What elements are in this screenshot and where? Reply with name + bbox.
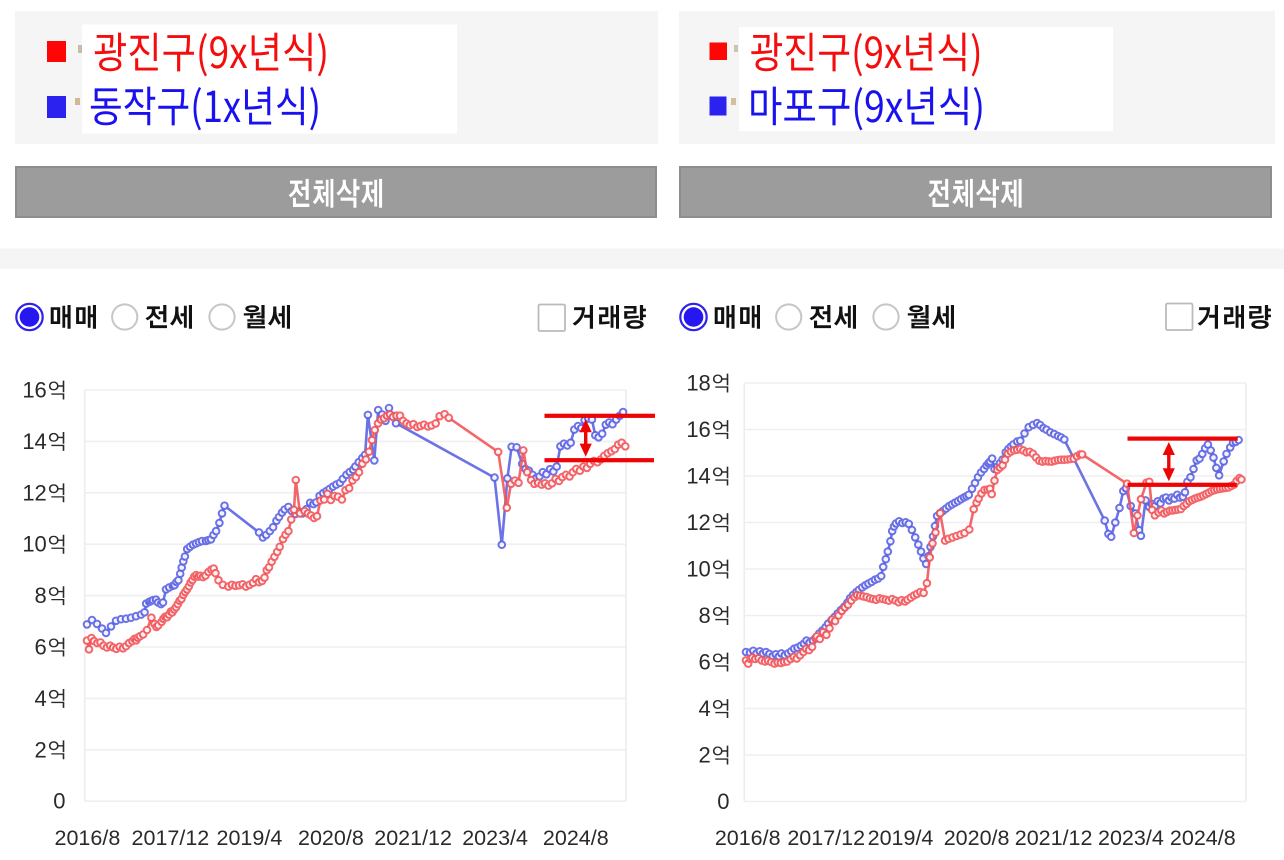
svg-text:2024/8: 2024/8 [1170,826,1236,850]
svg-text:2021/12: 2021/12 [374,826,452,850]
svg-text:2020/8: 2020/8 [298,826,364,850]
svg-text:2019/4: 2019/4 [217,826,283,850]
svg-text:18: 18 [686,371,710,396]
svg-text:2: 2 [699,743,711,768]
svg-text:8: 8 [699,603,711,628]
svg-text:6: 6 [35,635,47,660]
svg-text:12: 12 [22,480,46,505]
svg-text:2017/12: 2017/12 [132,826,210,850]
svg-text:2023/4: 2023/4 [462,826,528,850]
svg-text:2024/8: 2024/8 [543,826,609,850]
svg-text:2: 2 [35,737,47,762]
svg-text:0: 0 [53,789,65,814]
svg-text:16: 16 [22,378,46,403]
svg-text:12: 12 [686,510,710,535]
svg-text:2016/8: 2016/8 [715,826,781,850]
svg-text:2020/8: 2020/8 [944,826,1010,850]
svg-text:0: 0 [717,789,729,814]
svg-text:4: 4 [35,686,47,711]
svg-text:6: 6 [699,650,711,675]
svg-text:2019/4: 2019/4 [868,826,934,850]
svg-text:2021/12: 2021/12 [1015,826,1093,850]
svg-text:2017/12: 2017/12 [787,826,865,850]
svg-text:16: 16 [686,417,710,442]
svg-text:2023/4: 2023/4 [1098,826,1164,850]
svg-text:14: 14 [22,429,46,454]
svg-text:4: 4 [699,696,711,721]
svg-text:10: 10 [22,532,46,557]
svg-text:14: 14 [686,464,710,489]
svg-text:8: 8 [35,583,47,608]
svg-text:2016/8: 2016/8 [55,826,121,850]
svg-text:10: 10 [686,557,710,582]
